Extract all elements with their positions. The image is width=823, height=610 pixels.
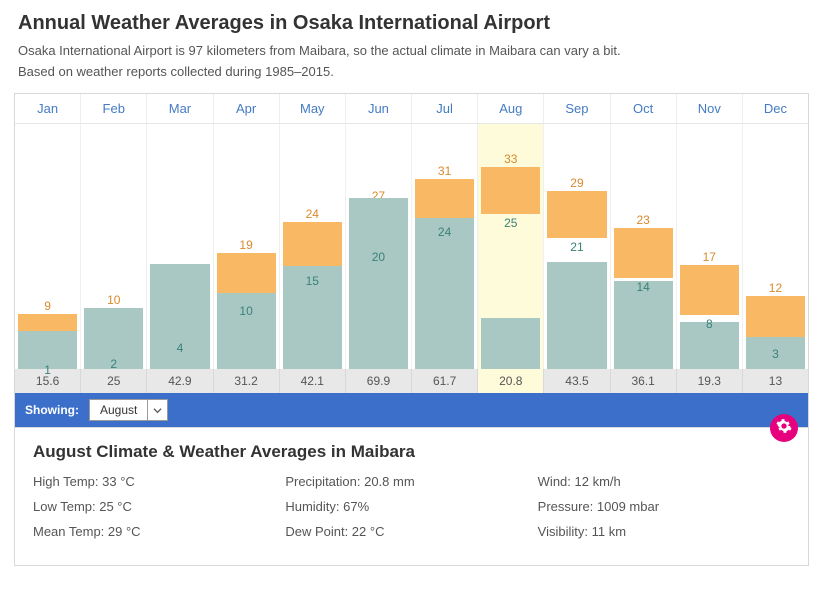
- high-temp-bar: [481, 167, 540, 214]
- page-title: Annual Weather Averages in Osaka Interna…: [18, 12, 805, 35]
- month-tab-aug[interactable]: Aug: [478, 94, 544, 123]
- high-temp-label: 33: [504, 152, 517, 166]
- precip-bar: [547, 262, 606, 369]
- low-temp-label: 14: [636, 280, 649, 294]
- chart-column-aug[interactable]: 33 25: [478, 124, 544, 369]
- chart-column-apr[interactable]: 1910: [214, 124, 280, 369]
- details-row: Wind: 12 km/h: [538, 474, 790, 489]
- chart-column-nov[interactable]: 17 8: [677, 124, 743, 369]
- subtitle-distance: Osaka International Airport is 97 kilome…: [18, 43, 805, 58]
- chart-column-sep[interactable]: 29 21: [544, 124, 610, 369]
- high-temp-bar: [547, 191, 606, 238]
- chart-column-jan[interactable]: 91: [15, 124, 81, 369]
- chart-column-dec[interactable]: 12 3: [743, 124, 808, 369]
- precip-value: 42.1: [280, 369, 346, 393]
- month-selector-bar: Showing: August: [15, 393, 808, 427]
- precip-value: 69.9: [346, 369, 412, 393]
- low-temp-label: 25: [504, 216, 517, 230]
- high-temp-label: 29: [570, 176, 583, 190]
- precip-value: 13: [743, 369, 808, 393]
- month-tab-jun[interactable]: Jun: [346, 94, 412, 123]
- details-panel: August Climate & Weather Averages in Mai…: [14, 428, 809, 566]
- precip-value: 20.8: [478, 369, 544, 393]
- details-grid: High Temp: 33 °C Low Temp: 25 °C Mean Temp…: [33, 474, 790, 549]
- high-temp-label: 9: [44, 299, 51, 313]
- month-select[interactable]: August: [89, 399, 168, 421]
- details-row: Precipitation: 20.8 mm: [285, 474, 537, 489]
- details-row: Pressure: 1009 mbar: [538, 499, 790, 514]
- details-row: Low Temp: 25 °C: [33, 499, 285, 514]
- precip-bar: [415, 218, 474, 369]
- chart-column-may[interactable]: 24 15: [280, 124, 346, 369]
- details-column: Wind: 12 km/h Pressure: 1009 mbar Visibili…: [538, 474, 790, 549]
- chart-column-mar[interactable]: 134: [147, 124, 213, 369]
- high-temp-label: 12: [769, 281, 782, 295]
- low-temp-label: 24: [438, 225, 451, 239]
- month-tab-jul[interactable]: Jul: [412, 94, 478, 123]
- low-temp-label: 3: [772, 347, 779, 361]
- details-row: Mean Temp: 29 °C: [33, 524, 285, 539]
- details-title: August Climate & Weather Averages in Mai…: [33, 442, 790, 462]
- header-section: Annual Weather Averages in Osaka Interna…: [0, 0, 823, 93]
- high-temp-label: 24: [306, 207, 319, 221]
- low-temp-label: 2: [110, 357, 117, 371]
- chart-container: JanFebMarAprMayJunJulAugSepOctNovDec 911…: [14, 93, 809, 428]
- month-header-row: JanFebMarAprMayJunJulAugSepOctNovDec: [15, 94, 808, 124]
- low-temp-label: 15: [306, 274, 319, 288]
- high-temp-bar: [415, 179, 474, 223]
- chart-bars-area: 9110213419102415272031243325292123141781…: [15, 124, 808, 369]
- high-temp-label: 10: [107, 293, 120, 307]
- month-tab-mar[interactable]: Mar: [147, 94, 213, 123]
- details-row: Humidity: 67%: [285, 499, 537, 514]
- settings-button[interactable]: [770, 414, 798, 442]
- precip-value: 42.9: [147, 369, 213, 393]
- precip-value: 25: [81, 369, 147, 393]
- high-temp-label: 31: [438, 164, 451, 178]
- month-tab-apr[interactable]: Apr: [214, 94, 280, 123]
- low-temp-label: 4: [177, 341, 184, 355]
- precip-bar: [349, 198, 408, 369]
- details-row: High Temp: 33 °C: [33, 474, 285, 489]
- chart-column-feb[interactable]: 10 2: [81, 124, 147, 369]
- gear-icon: [776, 418, 792, 439]
- month-tab-feb[interactable]: Feb: [81, 94, 147, 123]
- precip-value: 36.1: [611, 369, 677, 393]
- high-temp-bar: [614, 228, 673, 278]
- low-temp-label: 8: [706, 317, 713, 331]
- chart-column-jul[interactable]: 31 24: [412, 124, 478, 369]
- details-column: Precipitation: 20.8 mm Humidity: 67% Dew P…: [285, 474, 537, 549]
- details-column: High Temp: 33 °C Low Temp: 25 °C Mean Temp…: [33, 474, 285, 549]
- precip-bar: [481, 318, 540, 369]
- chevron-down-icon: [147, 400, 167, 420]
- low-temp-label: 10: [239, 304, 252, 318]
- high-temp-label: 23: [636, 213, 649, 227]
- month-tab-sep[interactable]: Sep: [544, 94, 610, 123]
- month-tab-nov[interactable]: Nov: [677, 94, 743, 123]
- chart-column-oct[interactable]: 23 14: [611, 124, 677, 369]
- month-tab-oct[interactable]: Oct: [611, 94, 677, 123]
- precip-value: 19.3: [677, 369, 743, 393]
- details-row: Dew Point: 22 °C: [285, 524, 537, 539]
- precip-value: 43.5: [544, 369, 610, 393]
- month-tab-jan[interactable]: Jan: [15, 94, 81, 123]
- month-tab-dec[interactable]: Dec: [743, 94, 808, 123]
- precip-value: 61.7: [412, 369, 478, 393]
- low-temp-label: 20: [372, 250, 385, 264]
- precip-value: 31.2: [214, 369, 280, 393]
- details-row: Visibility: 11 km: [538, 524, 790, 539]
- low-temp-label: 1: [44, 363, 51, 377]
- precipitation-row: 15.62542.931.242.169.961.720.843.536.119…: [15, 369, 808, 393]
- weather-widget: Annual Weather Averages in Osaka Interna…: [0, 0, 823, 566]
- subtitle-period: Based on weather reports collected durin…: [18, 64, 805, 79]
- month-select-value: August: [90, 403, 147, 417]
- high-temp-label: 17: [703, 250, 716, 264]
- month-tab-may[interactable]: May: [280, 94, 346, 123]
- showing-label: Showing:: [25, 403, 79, 417]
- high-temp-bar: [680, 265, 739, 315]
- chart-column-jun[interactable]: 2720: [346, 124, 412, 369]
- high-temp-bar: [283, 222, 342, 272]
- low-temp-label: 21: [570, 240, 583, 254]
- high-temp-label: 19: [239, 238, 252, 252]
